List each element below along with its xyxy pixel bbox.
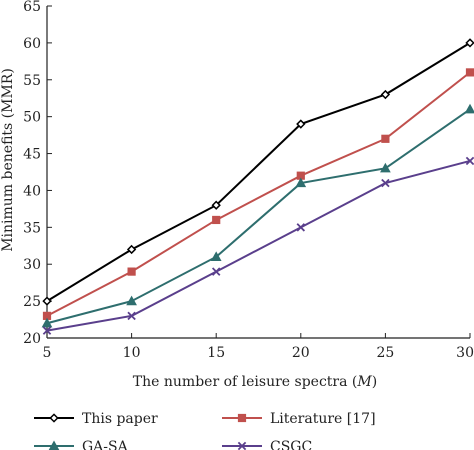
data-point [296, 119, 306, 129]
data-point [41, 317, 53, 328]
data-point [465, 68, 474, 77]
legend-marker [237, 441, 247, 450]
y-tick-label: 45 [23, 147, 41, 163]
data-point [210, 251, 222, 261]
series-line [46, 108, 471, 325]
series-4 [42, 156, 474, 335]
series-lines [41, 38, 474, 335]
x-tick-label: 10 [123, 345, 141, 361]
x-axis-title: The number of leisure spectra (M) [133, 374, 377, 390]
data-point [127, 311, 136, 321]
legend-item: CSGC [222, 439, 312, 450]
y-tick-label: 25 [23, 294, 41, 310]
data-point [380, 89, 391, 100]
series-line [46, 71, 471, 317]
marker-stroke [127, 311, 136, 321]
x-tick-label: 15 [207, 345, 225, 361]
legend-marker [237, 413, 247, 423]
series-3 [41, 103, 474, 328]
y-tick-label: 35 [23, 220, 41, 236]
marker-stroke [465, 156, 474, 166]
data-point [211, 200, 221, 210]
legend-marker [49, 413, 59, 423]
legend-item: This paper [34, 411, 158, 427]
x-tick-label: 30 [456, 345, 474, 361]
data-point [126, 244, 137, 255]
marker-stroke [237, 441, 247, 450]
x-tick-label: 20 [292, 345, 310, 361]
tick-labels: 20 25 30 35 40 45 50 55 60 65 5 10 15 20 25 30 [23, 0, 474, 361]
data-point [295, 177, 307, 188]
marker-stroke [296, 223, 306, 232]
y-tick-label: 40 [23, 183, 41, 199]
legend-label: GA-SA [82, 439, 129, 450]
y-tick-label: 20 [23, 331, 41, 347]
marker-stroke [211, 267, 221, 276]
data-point [42, 296, 52, 306]
data-point [42, 326, 52, 335]
x-tick-label: 5 [43, 345, 52, 361]
data-point [127, 267, 136, 276]
y-tick-label: 65 [23, 0, 41, 15]
data-point [212, 215, 221, 225]
data-point [381, 134, 390, 143]
y-tick-label: 60 [23, 36, 41, 52]
x-tick-label: 25 [376, 345, 394, 361]
y-axis-title: Minimum benefits (MMR) [0, 68, 16, 252]
axes [46, 5, 471, 339]
data-point [465, 38, 474, 48]
y-tick-label: 50 [23, 110, 41, 126]
data-point [126, 295, 137, 306]
legend-item: Literature [17] [222, 411, 376, 427]
legend-item: GA-SA [34, 439, 129, 450]
series-line [46, 159, 471, 332]
series-1 [42, 38, 474, 306]
data-point [465, 156, 474, 166]
marker-stroke [381, 178, 390, 188]
marker-stroke [42, 326, 52, 335]
data-point [381, 178, 390, 188]
series-line [46, 42, 471, 302]
series-2 [42, 68, 474, 320]
data-point [380, 162, 391, 173]
data-point [464, 103, 474, 114]
y-tick-label: 55 [23, 73, 41, 89]
legend-label: CSGC [270, 439, 312, 450]
legend-label: Literature [17] [270, 411, 376, 427]
legend: This paper Literature [17] GA-SA CSGC [34, 411, 376, 450]
data-point [296, 223, 306, 232]
data-point [211, 267, 221, 276]
y-tick-label: 30 [23, 257, 41, 273]
legend-label: This paper [82, 411, 158, 427]
